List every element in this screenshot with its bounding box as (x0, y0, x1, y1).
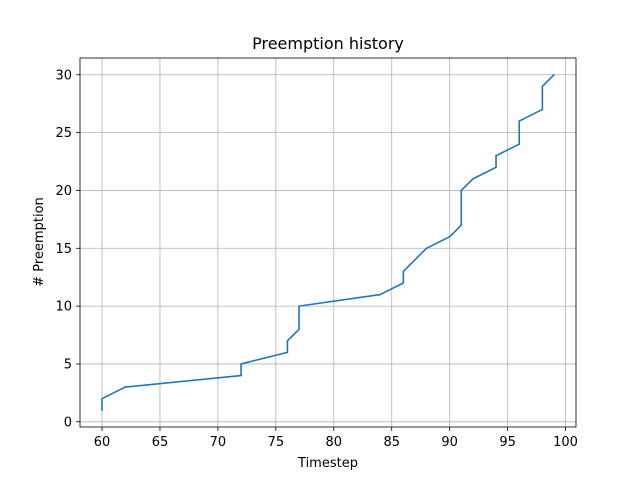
data-point (460, 189, 463, 192)
data-point (518, 120, 521, 122)
data-point (553, 73, 555, 76)
x-axis-label: Timestep (297, 456, 358, 471)
y-axis-label: # Preemption (32, 197, 47, 287)
x-tick-label: 60 (94, 435, 111, 450)
data-point (402, 282, 405, 284)
data-point (298, 328, 300, 331)
data-point (240, 363, 242, 365)
data-point (402, 270, 405, 273)
series-layer (101, 73, 555, 412)
data-point (124, 386, 126, 388)
data-point (495, 154, 497, 157)
x-tick-label: 90 (441, 435, 458, 450)
data-point (460, 224, 463, 226)
data-point (286, 351, 289, 354)
data-point (101, 397, 103, 400)
y-tick-label: 10 (55, 300, 72, 315)
y-tick-label: 15 (55, 242, 72, 257)
data-point (472, 178, 474, 180)
data-point (379, 293, 381, 296)
x-tick-label: 80 (326, 435, 343, 450)
x-tick-label: 95 (499, 435, 516, 450)
series-line-0 (101, 74, 555, 411)
data-point (495, 166, 497, 169)
y-tick-label: 30 (55, 68, 72, 83)
data-point (448, 235, 451, 238)
data-point (298, 305, 300, 307)
y-tick-label: 0 (64, 415, 72, 430)
x-tick-label: 75 (268, 435, 285, 450)
data-point (541, 108, 544, 111)
data-point (541, 85, 544, 88)
data-point (240, 374, 242, 377)
y-tick-label: 5 (64, 357, 72, 372)
data-point (518, 143, 521, 145)
x-tick-label: 65 (152, 435, 169, 450)
x-tick-label: 85 (383, 435, 400, 450)
x-tick-label: 100 (553, 435, 578, 450)
y-tick-label: 25 (55, 126, 72, 141)
grid-lines (80, 58, 576, 427)
chart-title: Preemption history (252, 34, 404, 53)
data-point (425, 247, 428, 250)
plot-frame (79, 57, 577, 428)
data-point (101, 409, 103, 412)
axis-ticks: 60 65 70 75 80 85 90 95 100 0 5 10 15 20 25 30 (55, 68, 578, 450)
y-tick-label: 20 (55, 184, 72, 199)
data-point (286, 340, 289, 342)
x-tick-label: 70 (210, 435, 227, 450)
